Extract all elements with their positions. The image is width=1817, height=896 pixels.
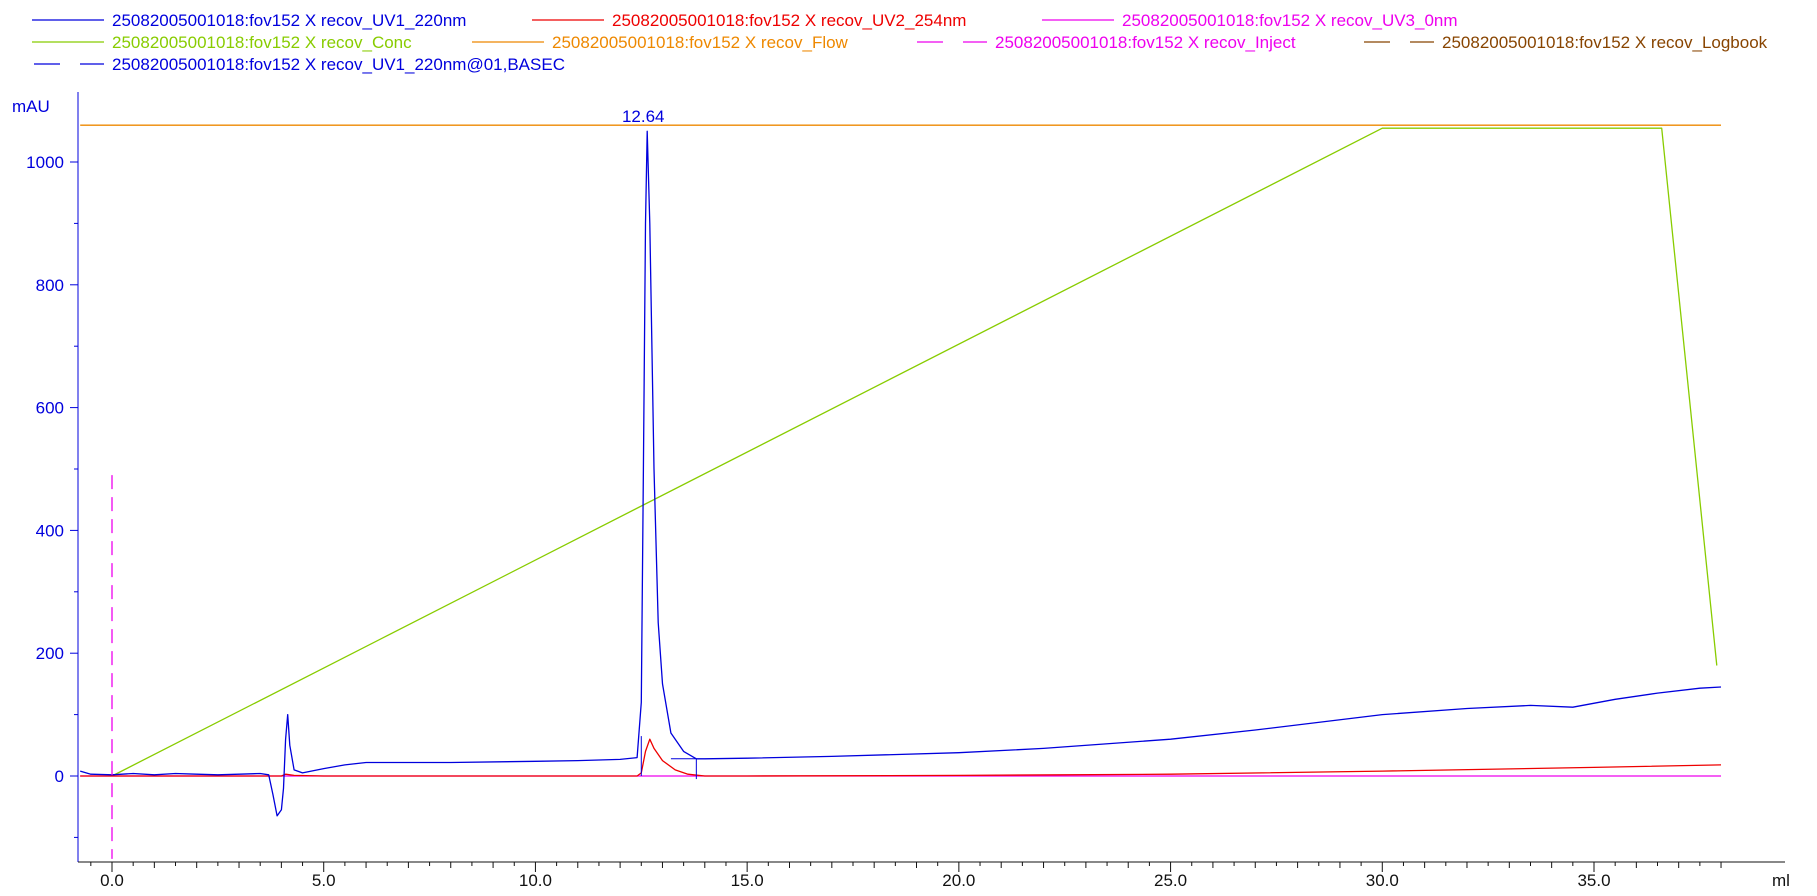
series-line — [80, 739, 1721, 776]
x-tick-label: 20.0 — [942, 871, 975, 890]
x-tick-label: 10.0 — [519, 871, 552, 890]
legend-entry: 25082005001018:fov152 X recov_Inject — [917, 33, 1296, 52]
axis-labels: mAU ml — [12, 97, 1790, 890]
legend-label: 25082005001018:fov152 X recov_Inject — [995, 33, 1296, 52]
legend-label: 25082005001018:fov152 X recov_UV2_254nm — [612, 11, 966, 30]
legend-entry: 25082005001018:fov152 X recov_Logbook — [1364, 33, 1768, 52]
x-tick-label: 35.0 — [1577, 871, 1610, 890]
y-tick-label: 0 — [55, 767, 64, 786]
x-axis-label: ml — [1772, 871, 1790, 890]
legend-label: 25082005001018:fov152 X recov_UV1_220nm@… — [112, 55, 565, 74]
legend-label: 25082005001018:fov152 X recov_Logbook — [1442, 33, 1768, 52]
legend-entry: 25082005001018:fov152 X recov_UV2_254nm — [532, 11, 966, 30]
legend-label: 25082005001018:fov152 X recov_UV1_220nm — [112, 11, 466, 30]
y-tick-label: 200 — [36, 644, 64, 663]
x-tick-label: 25.0 — [1154, 871, 1187, 890]
legend-entry: 25082005001018:fov152 X recov_Conc — [32, 33, 412, 52]
y-tick-label: 1000 — [26, 153, 64, 172]
y-tick-label: 400 — [36, 521, 64, 540]
y-tick-label: 800 — [36, 276, 64, 295]
x-tick-label: 5.0 — [312, 871, 336, 890]
y-axis-label: mAU — [12, 97, 50, 116]
series-line — [112, 128, 1717, 776]
legend-label: 25082005001018:fov152 X recov_Conc — [112, 33, 412, 52]
y-tick-label: 600 — [36, 399, 64, 418]
x-tick-label: 30.0 — [1366, 871, 1399, 890]
peak-label: 12.64 — [622, 107, 665, 126]
legend-entry: 25082005001018:fov152 X recov_Flow — [472, 33, 849, 52]
series-line — [80, 131, 1721, 816]
legend-entry: 25082005001018:fov152 X recov_UV3_0nm — [1042, 11, 1458, 30]
axes: 0 200 400 600 800 1000 0.0 5.0 10.0 15.0 20.0 25.0 3… — [26, 92, 1785, 890]
legend-label: 25082005001018:fov152 X recov_UV3_0nm — [1122, 11, 1458, 30]
plot-area: 12.64 — [80, 107, 1721, 859]
legend-entry: 25082005001018:fov152 X recov_UV1_220nm — [32, 11, 466, 30]
legend: 25082005001018:fov152 X recov_UV1_220nm 2… — [32, 11, 1768, 74]
legend-label: 25082005001018:fov152 X recov_Flow — [552, 33, 849, 52]
x-tick-label: 15.0 — [731, 871, 764, 890]
legend-entry: 25082005001018:fov152 X recov_UV1_220nm@… — [34, 55, 565, 74]
x-tick-label: 0.0 — [100, 871, 124, 890]
